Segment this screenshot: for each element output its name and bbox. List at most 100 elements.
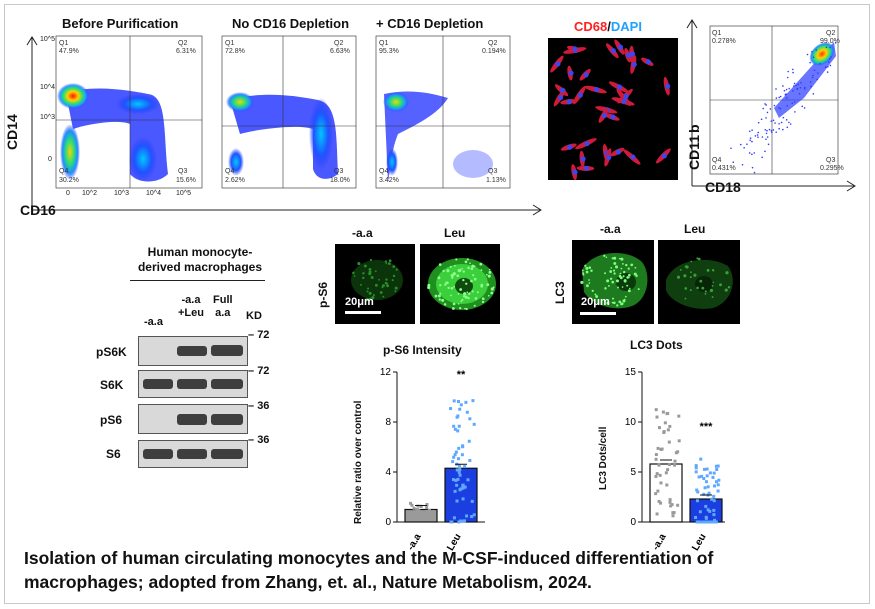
flow3-q1-value: 95.3% [379, 48, 399, 55]
fluor-speck [606, 301, 610, 305]
cd11-event [829, 46, 831, 49]
fluor-speck [611, 301, 614, 304]
fluor-speck [584, 264, 587, 267]
fluor-speck [454, 264, 456, 267]
fluor-speck [473, 304, 476, 307]
data-point [457, 470, 461, 474]
fluor-speck [628, 273, 631, 277]
data-point [696, 490, 700, 494]
fluor-speck [611, 257, 614, 260]
data-point [468, 417, 472, 421]
fluor-speck [615, 279, 620, 283]
fluor-speck [391, 279, 394, 282]
cd11-event [809, 61, 811, 64]
fluor-speck [457, 303, 460, 305]
fluor-speck [434, 294, 438, 298]
fluor-speck [492, 286, 495, 289]
cd11-q1: Q1 [712, 30, 722, 37]
fluor-speck [697, 257, 701, 261]
cd11-q2: Q2 [826, 30, 836, 37]
data-point [712, 471, 716, 475]
data-point [449, 407, 453, 411]
dapi-nucleus [583, 72, 589, 78]
dapi-nucleus [567, 144, 573, 150]
data-point [666, 468, 670, 472]
data-point [463, 485, 467, 489]
flow-xtick: 10^5 [176, 190, 191, 197]
cd11-event [778, 122, 780, 125]
cd11-event [757, 131, 760, 134]
fluor-speck [467, 296, 470, 300]
wb-col-2: -a.a +Leu [178, 294, 204, 319]
significance-label: ** [457, 369, 466, 381]
flow-plots [26, 35, 542, 216]
fluor-speck [637, 288, 640, 291]
flow-ytick: 0 [48, 156, 52, 163]
fluor-speck [374, 270, 377, 273]
fluor-speck [603, 254, 606, 257]
cd11-event [793, 85, 795, 87]
cd11-event [741, 163, 744, 166]
data-point [705, 467, 709, 471]
fluor-speck [450, 273, 454, 278]
data-point [416, 504, 420, 508]
fluor-speck [626, 284, 629, 287]
fluor-speck [392, 274, 396, 278]
data-point [706, 508, 710, 512]
data-point [412, 506, 416, 510]
fluor-speck [365, 298, 369, 302]
fluor-speck [472, 274, 475, 277]
fluor-speck [614, 265, 619, 269]
fluor-speck [625, 263, 628, 267]
fluor-speck [481, 297, 485, 301]
flow2-q2-value: 6.63% [330, 48, 350, 55]
data-point [409, 511, 413, 515]
dapi-nucleus [631, 61, 637, 68]
fluor-speck [610, 266, 613, 269]
data-point [451, 478, 455, 482]
lc3-image-leu [658, 240, 740, 324]
y-tick-label: 15 [625, 367, 637, 378]
data-point [452, 399, 456, 403]
fluor-speck [627, 289, 631, 293]
data-point [673, 463, 677, 467]
fluor-speck [613, 262, 617, 265]
flow-xtick: 10^4 [146, 190, 161, 197]
y-tick-label: 0 [630, 517, 636, 528]
data-point [671, 514, 675, 518]
cd11-event [782, 116, 785, 119]
cd11-event [834, 42, 837, 44]
flow1-q3-value: 15.6% [176, 177, 196, 184]
data-point [701, 520, 705, 524]
cd11-event [811, 76, 814, 79]
data-point [458, 468, 462, 472]
data-point [716, 489, 720, 493]
cd11-q4: Q4 [712, 157, 722, 164]
dapi-nucleus [610, 114, 616, 120]
cd11-event [787, 70, 789, 73]
fluor-speck [684, 287, 688, 290]
fluor-speck [486, 283, 490, 287]
dapi-nucleus [629, 51, 636, 57]
data-point [705, 520, 709, 524]
flow1-q2: Q2 [178, 40, 188, 47]
ps6-chart-ylabel: Relative ratio over control [353, 400, 364, 524]
data-point [461, 444, 465, 448]
wb-marker: – 72 [248, 365, 270, 377]
fluor-speck [704, 290, 707, 293]
data-point [654, 474, 658, 478]
y-tick-label: 10 [625, 417, 637, 428]
cd11-event [824, 66, 827, 69]
fluor-speck [699, 279, 703, 283]
cd11-event [793, 101, 796, 103]
fluor-speck [371, 296, 375, 300]
lc3-scale-bar-label: 20μm [581, 296, 610, 308]
cd11-event [786, 97, 788, 99]
dapi-text: DAPI [610, 19, 642, 34]
fluor-speck [620, 267, 623, 270]
y-tick-label: 0 [385, 517, 391, 528]
data-point [672, 511, 676, 515]
data-point [676, 503, 680, 507]
fluor-speck [711, 296, 714, 299]
flow3-q3: Q3 [488, 168, 498, 175]
